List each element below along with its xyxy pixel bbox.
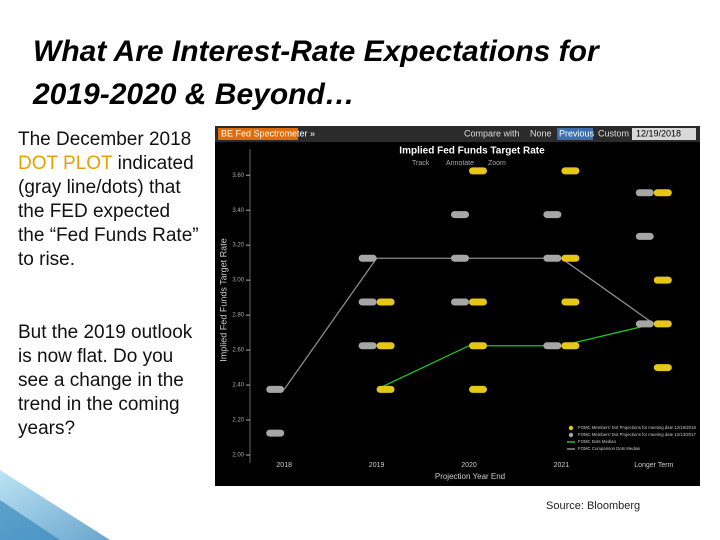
dot xyxy=(653,276,672,284)
highlight: DOT PLOT xyxy=(18,153,113,174)
dot xyxy=(376,385,395,393)
y-tick-label: 2.80 xyxy=(232,313,244,319)
tool[interactable]: Zoom xyxy=(488,160,506,167)
option[interactable]: Previous xyxy=(559,128,595,138)
option[interactable]: Custom xyxy=(598,128,629,138)
legend-dot xyxy=(568,425,574,431)
dot xyxy=(561,342,580,350)
dot xyxy=(376,342,395,350)
date[interactable]: 12/19/2018 xyxy=(636,128,681,138)
y-tick-label: 3.40 xyxy=(232,208,244,214)
date-box xyxy=(632,128,696,140)
tool[interactable]: Track xyxy=(412,160,430,167)
dot xyxy=(266,429,285,437)
dot xyxy=(653,364,672,372)
app-tab xyxy=(218,128,298,140)
legend-label: FOMC Dots Median xyxy=(578,439,617,444)
dot xyxy=(561,167,580,175)
y-tick-label: 2.60 xyxy=(232,348,244,354)
y-tick-label: 3.20 xyxy=(232,243,244,249)
title-line: 2019-2020 & Beyond… xyxy=(33,78,355,111)
y-tick-label: 2.40 xyxy=(232,383,244,389)
chart-background xyxy=(215,126,700,486)
legend-dot xyxy=(568,432,574,438)
dot xyxy=(635,189,654,197)
legend-label: FOMC Members' Dot Projections for meetin… xyxy=(578,425,696,430)
dot xyxy=(451,254,469,262)
dot xyxy=(561,298,580,306)
y-tick-label: 2.00 xyxy=(232,453,244,459)
dot xyxy=(469,167,487,175)
dot xyxy=(266,385,285,393)
dot xyxy=(358,298,377,306)
app-name: BE Fed Spectrometer » xyxy=(221,128,315,138)
x-tick-label: 2018 xyxy=(276,462,292,469)
y-tick-label: 3.00 xyxy=(232,278,244,284)
dot xyxy=(376,298,395,306)
source: Source: Bloomberg xyxy=(546,500,641,512)
dot xyxy=(469,385,487,393)
y-tick-label: 2.20 xyxy=(232,418,244,424)
title-line: What Are Interest-Rate Expectations for xyxy=(33,35,599,68)
dot xyxy=(635,320,654,328)
dot xyxy=(358,342,377,350)
option-selected xyxy=(557,128,593,140)
dot xyxy=(653,320,672,328)
x-tick-label: 2020 xyxy=(461,462,477,469)
dot xyxy=(451,298,469,306)
compare-label: Compare with xyxy=(464,128,520,138)
dot xyxy=(635,232,654,240)
x-tick-label: Longer Term xyxy=(634,462,673,469)
chart-title: Implied Fed Funds Target Rate xyxy=(399,146,545,157)
text: indicated (gray line/dots) that the FED … xyxy=(18,153,199,270)
dot xyxy=(561,254,580,262)
paragraph: But the 2019 outlook is now flat. Do you… xyxy=(18,322,193,439)
dot xyxy=(543,254,562,262)
y-tick-label: 3.60 xyxy=(232,173,244,179)
median-line xyxy=(376,323,654,391)
option[interactable]: None xyxy=(530,128,552,138)
dot xyxy=(653,189,672,197)
dot xyxy=(543,342,562,350)
dot xyxy=(543,211,562,219)
x-axis-label: Projection Year End xyxy=(435,472,505,481)
dot xyxy=(469,298,487,306)
dot xyxy=(469,342,487,350)
text: The December 2018 xyxy=(18,129,192,150)
slide-title: What Are Interest-Rate Expectations for … xyxy=(33,30,599,116)
legend-label: FOMC Members' Dot Projections for meetin… xyxy=(578,432,696,437)
corner-shape xyxy=(0,500,60,540)
x-tick-label: 2021 xyxy=(554,462,570,469)
legend-label: FOMC Comparison Dots Median xyxy=(578,446,641,451)
y-axis-label: Implied Fed Funds Target Rate xyxy=(218,238,228,361)
x-tick-label: 2019 xyxy=(369,462,385,469)
dot xyxy=(358,254,377,262)
paragraph: The December 2018 DOT PLOT indicated (gr… xyxy=(18,128,200,272)
dot xyxy=(451,211,469,219)
tool[interactable]: Annotate xyxy=(446,160,474,167)
